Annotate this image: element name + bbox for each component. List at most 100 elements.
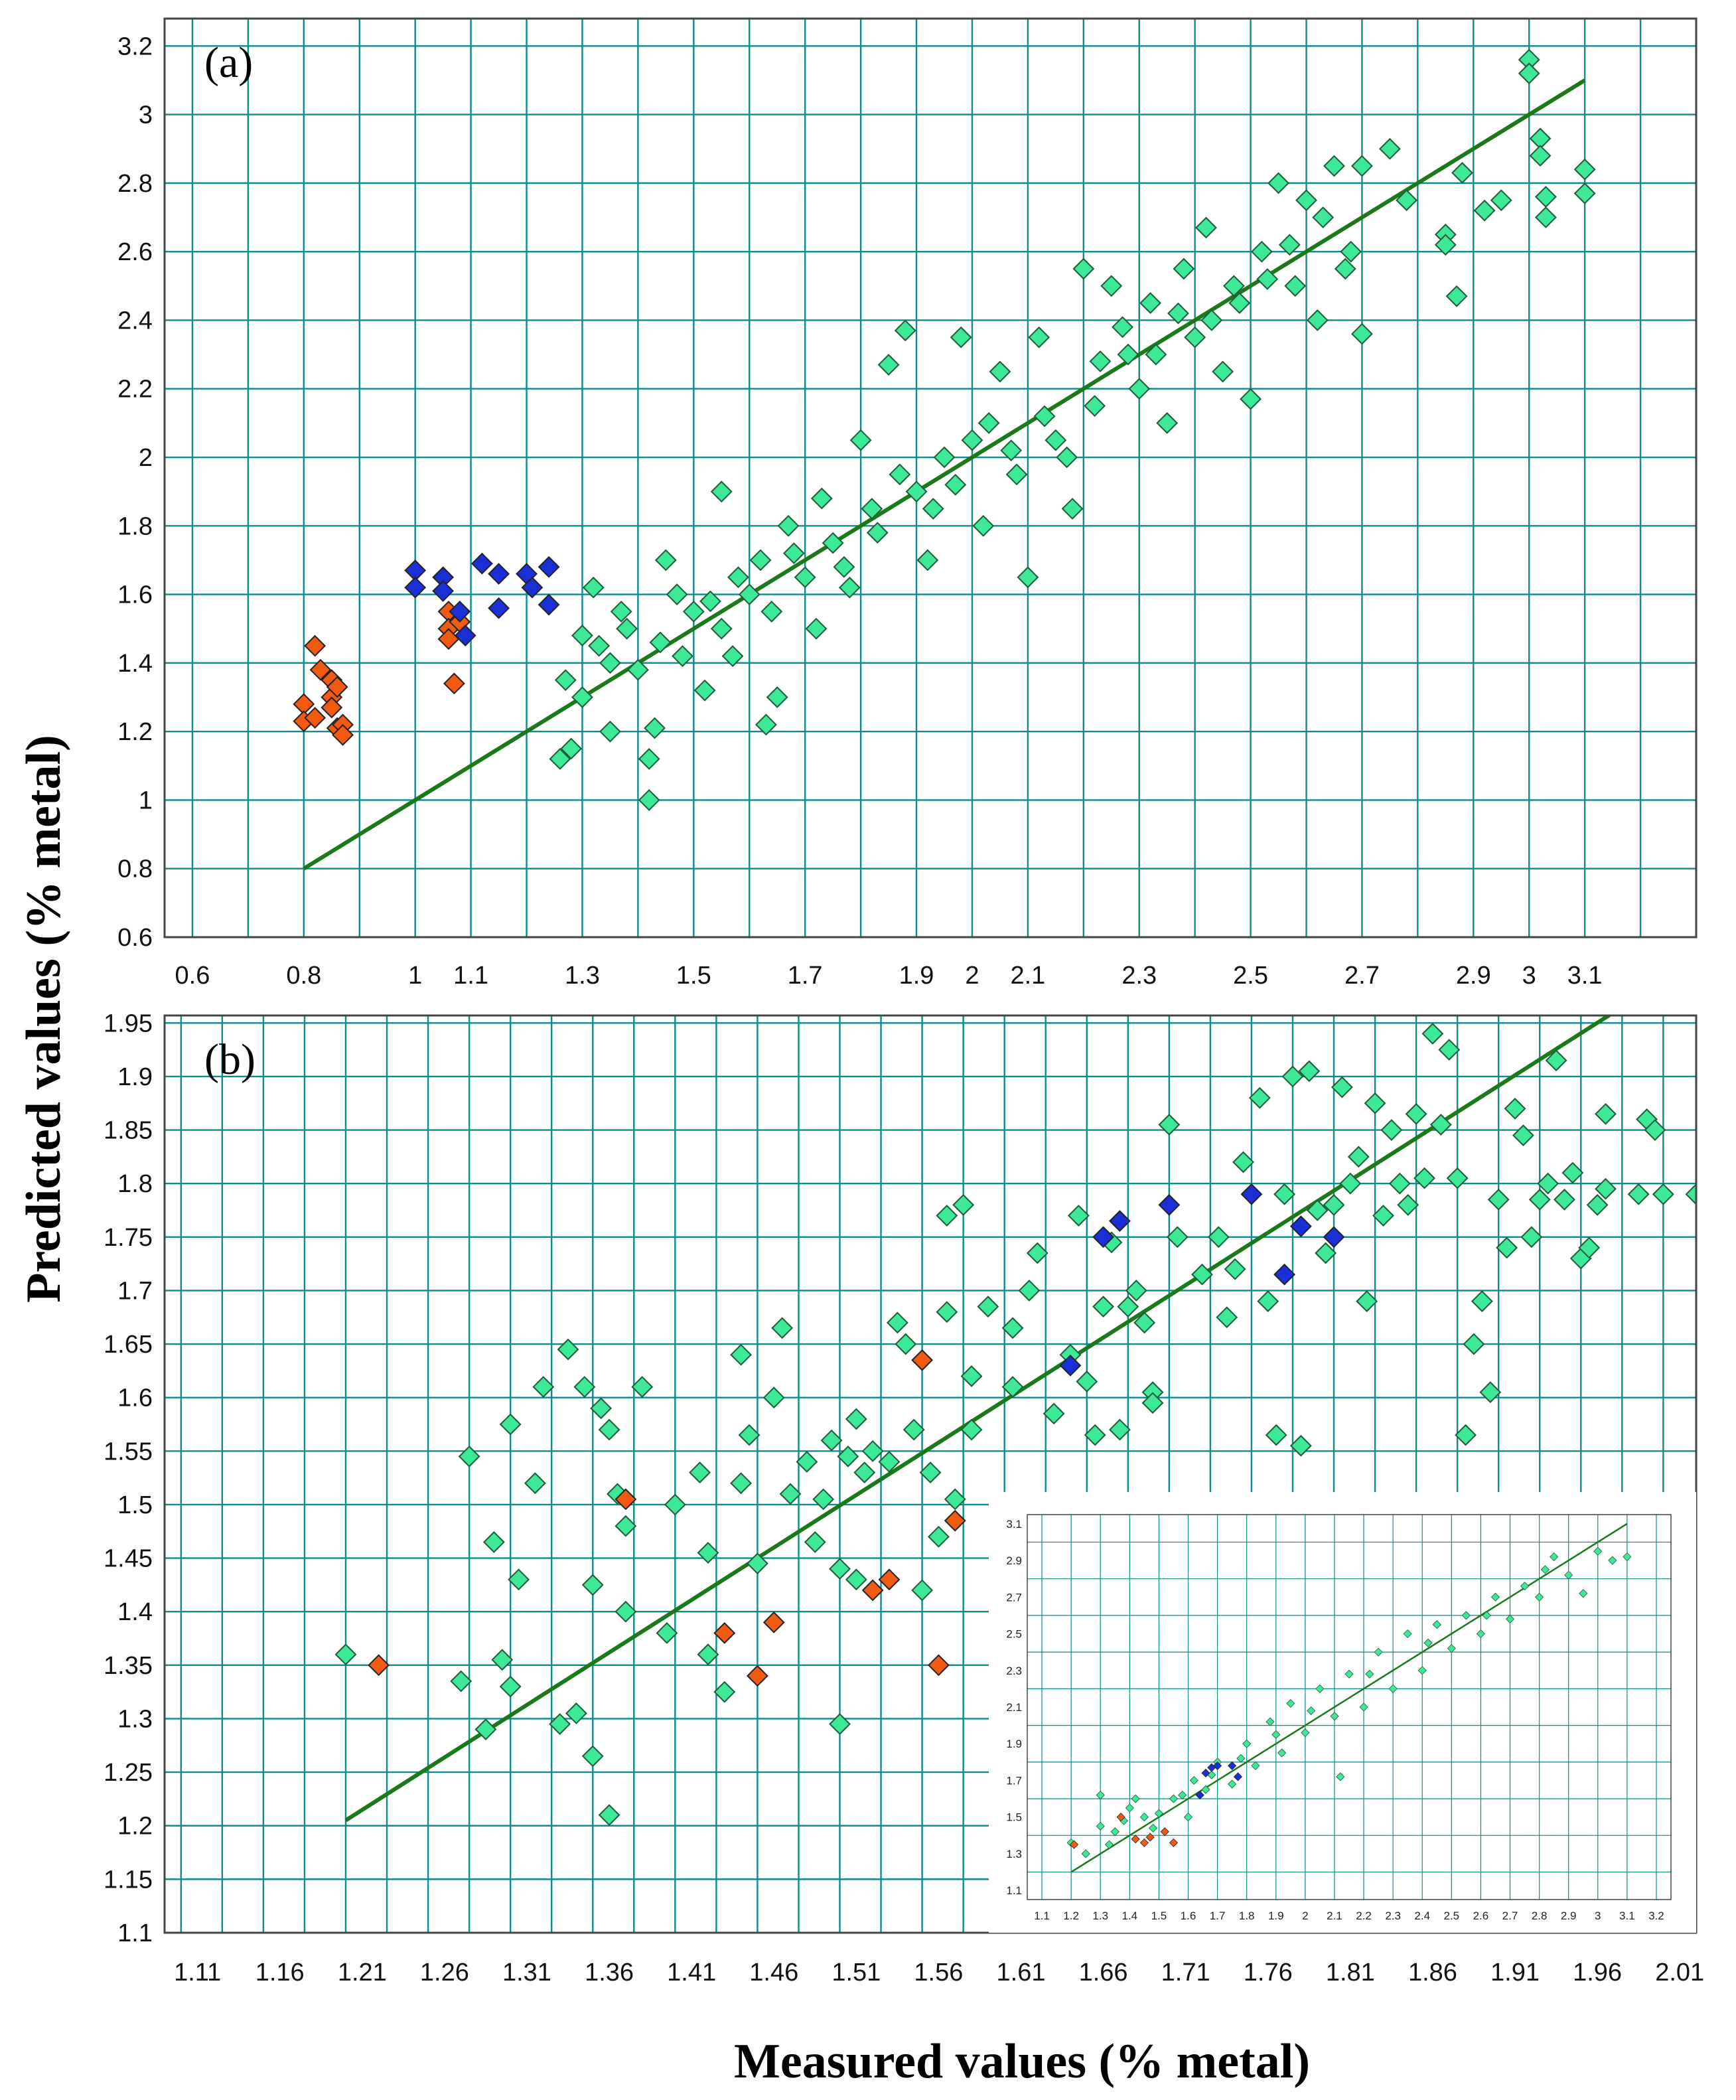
b-point-green [1133, 1312, 1156, 1334]
a-point-green [1089, 350, 1112, 372]
a-point-green [1222, 275, 1245, 297]
inset-y-tick-label: 1.3 [1006, 1848, 1022, 1860]
b-y-tick-label: 1.15 [104, 1866, 153, 1894]
b-point-green [829, 1558, 851, 1580]
inset-x-tick-label: 1.2 [1063, 1910, 1079, 1922]
a-point-green [1112, 316, 1133, 338]
inset-point-green [1183, 1813, 1193, 1822]
b-point-green [697, 1542, 719, 1564]
b-point-green [474, 1718, 497, 1741]
b-point-green [1084, 1424, 1106, 1446]
a-x-tick-label: 2.9 [1456, 962, 1491, 990]
b-point-green [1652, 1183, 1674, 1205]
inset-y-tick-label: 1.9 [1006, 1738, 1022, 1750]
inset-point-green [1550, 1552, 1559, 1562]
b-point-green [1273, 1183, 1295, 1205]
b-point-green [1479, 1381, 1502, 1404]
inset-point-orange [1131, 1835, 1140, 1844]
inset-point-green [1388, 1684, 1398, 1693]
a-y-tick-label: 2.8 [117, 170, 153, 198]
inset-x-tick-label: 2.2 [1356, 1910, 1372, 1922]
a-point-green [1284, 275, 1307, 297]
inset-point-green [1482, 1611, 1491, 1620]
b-point-green [911, 1579, 934, 1602]
inset-point-green [1447, 1644, 1456, 1653]
b-point-green [1380, 1119, 1403, 1141]
b-point-green [812, 1488, 835, 1511]
a-point-green [1184, 326, 1206, 348]
b-point-green [779, 1483, 802, 1505]
a-panel-label: (a) [204, 38, 253, 87]
b-point-green [1347, 1146, 1370, 1168]
a-point-green [1000, 439, 1023, 462]
b-point-green [1537, 1172, 1559, 1195]
inset-point-green [1277, 1748, 1287, 1758]
b-point-green [1076, 1371, 1098, 1392]
a-point-green [760, 600, 783, 623]
b-point-green [1323, 1194, 1345, 1216]
b-x-tick-label: 1.76 [1244, 1959, 1293, 1987]
b-point-green [615, 1515, 637, 1537]
b-panel-label: (b) [204, 1035, 255, 1084]
a-point-green [1351, 155, 1373, 177]
a-point-green [1529, 145, 1552, 167]
a-point-blue [404, 576, 427, 599]
inset-point-orange [1160, 1827, 1169, 1837]
b-x-tick-label: 1.36 [585, 1959, 634, 1987]
a-point-green [777, 514, 800, 537]
b-point-green [524, 1472, 546, 1495]
inset-y-tick-label: 1.5 [1006, 1811, 1022, 1824]
b-point-green [1405, 1102, 1427, 1125]
a-point-green [950, 326, 972, 348]
panel-b: 1.11 1.16 1.21 1.26 1.31 1.36 1.41 1.46 1.51 1.56… [104, 1010, 1704, 1987]
a-point-blue [538, 593, 560, 616]
b-point-green [1001, 1376, 1024, 1398]
b-point-green [1512, 1124, 1534, 1147]
a-point-green [1045, 429, 1067, 451]
b-y-tick-label: 1.3 [117, 1705, 153, 1733]
b-point-green [1191, 1263, 1213, 1286]
b-point-blue [1158, 1194, 1181, 1216]
inset-y-tick-label: 2.7 [1006, 1591, 1022, 1604]
b-point-green [886, 1312, 908, 1334]
a-y-tick-label: 0.8 [117, 856, 153, 883]
b-point-green [491, 1649, 514, 1671]
b-point-orange [861, 1579, 884, 1602]
b-point-green [1281, 1065, 1304, 1088]
x-axis-title: Measured values (% metal) [734, 2034, 1310, 2089]
b-point-green [1685, 1183, 1696, 1205]
a-point-green [1200, 309, 1223, 331]
b-point-green [730, 1472, 753, 1495]
a-point-green [1100, 275, 1123, 297]
a-point-green [693, 679, 716, 702]
b-point-green [944, 1488, 966, 1511]
a-point-orange [326, 676, 348, 698]
inset-point-green [1579, 1589, 1588, 1598]
inset-point-green [1154, 1809, 1163, 1818]
a-point-green [766, 686, 788, 708]
inset-point-green [1608, 1556, 1617, 1565]
a-x-tick-label: 1.3 [565, 962, 600, 990]
b-point-green [499, 1675, 522, 1698]
b-y-tick-label: 1.65 [104, 1331, 153, 1359]
inset-x-tick-label: 3 [1595, 1910, 1601, 1922]
inset-point-green [1623, 1552, 1632, 1562]
inset-point-green [1096, 1791, 1105, 1800]
b-point-green [549, 1713, 571, 1735]
b-point-green [1067, 1205, 1090, 1227]
a-point-green [1306, 309, 1329, 331]
panel-b-inset: 1.1 1.2 1.3 1.4 1.5 1.6 1.7 1.8 1.9 2 2.1 2.2 2.3 2.4… [989, 1492, 1696, 1933]
inset-point-green [1374, 1647, 1383, 1657]
b-point-green [1446, 1167, 1469, 1189]
b-point-green [557, 1338, 579, 1361]
a-x-tick-label: 2.1 [1010, 962, 1045, 990]
inset-y-tick-label: 1.7 [1006, 1774, 1022, 1787]
a-point-green [1351, 323, 1373, 345]
inset-grid [1027, 1515, 1671, 1900]
a-point-green [1017, 566, 1039, 589]
b-point-orange [944, 1509, 966, 1532]
b-point-green [730, 1343, 753, 1366]
b-point-green [697, 1643, 719, 1666]
b-point-green [1578, 1237, 1601, 1259]
